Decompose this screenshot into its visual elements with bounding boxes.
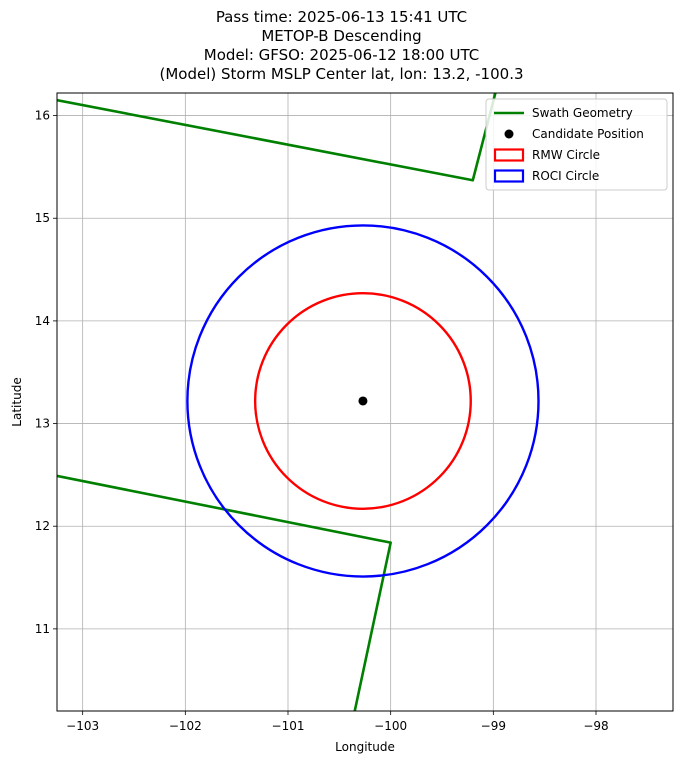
axis-ticks: −103 −102 −101 −100 −99 −98 11 12 13 14 15 16 <box>35 109 609 733</box>
plot-frame <box>56 92 674 712</box>
x-tick-label: −103 <box>66 719 99 733</box>
y-tick-label: 16 <box>35 109 50 123</box>
legend-swatch-roci-circle <box>493 169 525 183</box>
legend: Swath Geometry Candidate Position RMW Circ… <box>485 98 668 191</box>
legend-label: RMW Circle <box>532 148 600 162</box>
legend-swatch-rmw-circle <box>493 148 525 162</box>
y-tick-label: 11 <box>35 622 50 636</box>
x-tick-label: −101 <box>272 719 305 733</box>
legend-label: Swath Geometry <box>532 106 633 120</box>
x-tick-label: −100 <box>374 719 407 733</box>
y-tick-label: 12 <box>35 519 50 533</box>
y-axis-label: Latitude <box>10 377 24 426</box>
title-line-model: Model: GFSO: 2025-06-12 18:00 UTC <box>203 46 480 64</box>
title-line-satellite: METOP-B Descending <box>261 27 422 45</box>
x-axis-label: Longitude <box>335 740 395 754</box>
title-line-pass-time: Pass time: 2025-06-13 15:41 UTC <box>215 8 468 26</box>
swath-geometry-line <box>57 474 392 711</box>
plot-area <box>57 93 540 711</box>
legend-box <box>485 98 668 191</box>
roci-circle <box>186 224 540 578</box>
legend-swatch-candidate <box>504 129 514 139</box>
candidate-position-point <box>358 396 368 406</box>
x-tick-label: −98 <box>583 719 608 733</box>
x-tick-label: −102 <box>169 719 202 733</box>
chart-title: Pass time: 2025-06-13 15:41 UTC METOP-B … <box>0 8 683 84</box>
swath-geometry-line <box>57 93 497 182</box>
y-tick-label: 13 <box>35 417 50 431</box>
legend-label: Candidate Position <box>532 127 644 141</box>
y-tick-label: 15 <box>35 211 50 225</box>
rmw-circle <box>253 291 472 510</box>
x-tick-label: −99 <box>481 719 506 733</box>
grid-lines <box>57 93 673 711</box>
y-tick-label: 14 <box>35 314 50 328</box>
legend-label: ROCI Circle <box>532 169 599 183</box>
title-line-storm-center: (Model) Storm MSLP Center lat, lon: 13.2… <box>159 65 524 83</box>
